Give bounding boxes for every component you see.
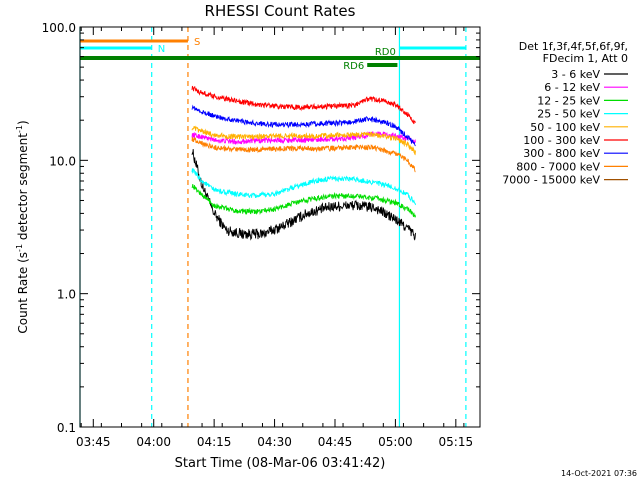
series-line <box>191 184 416 218</box>
y-tick-label: 10.0 <box>49 154 76 168</box>
legend-label: 3 - 6 keV <box>551 68 600 81</box>
interval-label: S <box>194 37 200 48</box>
legend-label: 7000 - 15000 keV <box>502 174 600 187</box>
x-tick-label: 04:00 <box>136 435 171 449</box>
interval-label: RD6 <box>343 61 364 72</box>
series-line <box>191 130 416 146</box>
series-line <box>191 85 416 125</box>
interval-label: RD0 <box>375 47 396 58</box>
series-line <box>191 125 416 156</box>
legend-label: 25 - 50 keV <box>537 108 600 121</box>
y-tick-label: 100.0 <box>42 21 76 35</box>
series-line <box>191 149 416 241</box>
y-axis-label: Count Rate (s-1 detector segment-1) <box>15 120 30 333</box>
x-tick-label: 04:15 <box>197 435 232 449</box>
legend-label: 12 - 25 keV <box>537 94 600 107</box>
series-line <box>191 167 416 206</box>
legend-label: 50 - 100 keV <box>530 121 600 134</box>
legend-header: FDecim 1, Att 0 <box>543 52 628 65</box>
x-tick-label: 05:00 <box>378 435 413 449</box>
y-tick-label: 1.0 <box>57 288 76 302</box>
footer-timestamp: 14-Oct-2021 07:36 <box>561 469 637 478</box>
x-tick-label: 05:15 <box>439 435 474 449</box>
legend-label: 300 - 800 keV <box>523 147 600 160</box>
series-line <box>191 136 416 173</box>
plot-frame <box>79 26 481 428</box>
axes: 03:45 04:00 04:15 04:30 04:45 05:00 05:15 0.1 1.… <box>42 21 480 449</box>
x-tick-label: 04:30 <box>257 435 292 449</box>
y-tick-label: 0.1 <box>57 421 76 435</box>
series-layer <box>191 85 416 241</box>
x-tick-label: 03:45 <box>76 435 111 449</box>
legend-label: 100 - 300 keV <box>523 134 600 147</box>
chart-title: RHESSI Count Rates <box>205 2 356 20</box>
legend: Det 1f,3f,4f,5f,6f,9f,FDecim 1, Att 0 3 -… <box>502 40 628 187</box>
series-line <box>191 104 416 147</box>
x-axis-label: Start Time (08-Mar-06 03:41:42) <box>175 456 386 471</box>
legend-header: Det 1f,3f,4f,5f,6f,9f, <box>519 40 628 53</box>
interval-markers: S N RD0 RD6 <box>79 27 480 427</box>
legend-label: 6 - 12 keV <box>544 81 600 94</box>
x-tick-label: 04:45 <box>318 435 353 449</box>
interval-label: N <box>158 44 165 55</box>
legend-label: 800 - 7000 keV <box>516 160 600 173</box>
